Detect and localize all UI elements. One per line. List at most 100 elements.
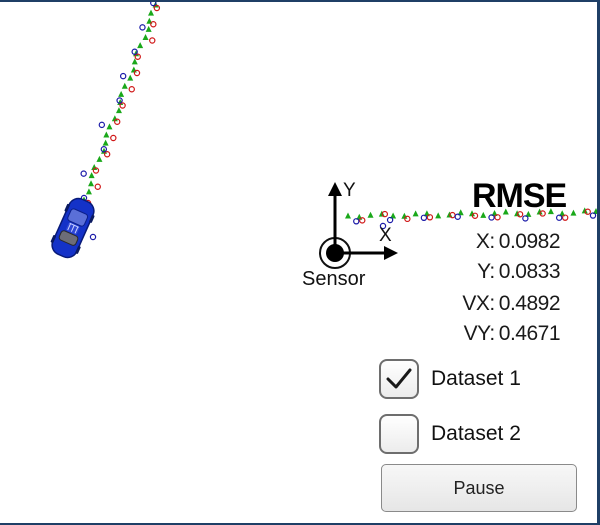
- sensor-label: Sensor: [302, 268, 366, 290]
- radar-marker: [80, 170, 87, 177]
- radar-marker: [522, 215, 529, 222]
- estimate-marker: [88, 172, 95, 179]
- estimate-marker: [118, 90, 125, 97]
- dataset-2-checkbox[interactable]: [379, 414, 419, 454]
- estimate-marker: [85, 188, 92, 195]
- estimate-marker: [102, 139, 109, 146]
- lidar-marker: [404, 215, 411, 223]
- estimate-marker: [581, 207, 588, 214]
- estimate-marker: [345, 212, 351, 219]
- radar-marker: [116, 97, 123, 104]
- rmse-title: RMSE: [472, 177, 567, 215]
- lidar-marker: [471, 212, 479, 219]
- estimate-marker: [547, 208, 554, 215]
- estimate-marker: [435, 212, 442, 219]
- lidar-marker: [128, 86, 135, 93]
- estimate-marker: [148, 9, 155, 16]
- trajectory-markers: [80, 0, 599, 241]
- radar-marker: [98, 121, 106, 129]
- lidar-marker: [381, 210, 389, 218]
- estimate-marker: [127, 74, 134, 81]
- pause-button[interactable]: Pause: [381, 464, 577, 512]
- radar-marker: [420, 214, 428, 222]
- estimate-marker: [115, 107, 122, 114]
- estimate-marker: [131, 58, 138, 65]
- radar-marker: [119, 72, 127, 80]
- estimate-marker: [480, 211, 487, 218]
- dataset-1-toggle[interactable]: Dataset 1: [379, 357, 521, 401]
- dataset-1-label: Dataset 1: [431, 367, 521, 390]
- lidar-marker: [149, 37, 156, 44]
- estimate-marker: [130, 66, 137, 73]
- rmse-row-x: X: 0.0982: [440, 229, 561, 255]
- lidar-marker: [561, 214, 569, 221]
- radar-marker: [386, 216, 394, 224]
- estimate-marker: [390, 212, 397, 219]
- lidar-marker: [114, 118, 121, 125]
- radar-marker: [131, 48, 138, 55]
- radar-marker: [488, 214, 495, 221]
- rmse-value: 0.0982: [498, 230, 561, 253]
- y-axis-arrow-icon: [328, 182, 342, 253]
- estimate-marker: [457, 209, 464, 216]
- lidar-marker: [150, 21, 157, 28]
- estimate-marker: [502, 208, 509, 215]
- lidar-marker: [103, 151, 111, 158]
- rmse-label: VX:: [462, 292, 495, 315]
- estimate-marker: [570, 209, 577, 216]
- estimate-marker: [145, 25, 152, 32]
- car-icon: [50, 197, 95, 259]
- lidar-marker: [133, 69, 141, 77]
- dataset-2-toggle[interactable]: Dataset 2: [379, 412, 521, 456]
- estimate-marker: [536, 208, 543, 215]
- x-axis-arrow-icon: [335, 246, 398, 260]
- rmse-label: Y:: [477, 260, 495, 283]
- lidar-marker: [153, 4, 161, 12]
- lidar-marker: [119, 102, 126, 109]
- rmse-value: 0.4671: [498, 322, 561, 345]
- radar-marker: [89, 233, 97, 241]
- estimate-marker: [121, 82, 128, 89]
- estimate-marker: [96, 155, 103, 162]
- radar-marker: [379, 222, 387, 230]
- radar-marker: [589, 212, 597, 219]
- estimate-marker: [137, 42, 144, 49]
- estimate-marker: [559, 210, 566, 217]
- estimate-marker: [367, 211, 374, 218]
- radar-marker: [100, 146, 108, 153]
- window-border-top: [0, 0, 600, 2]
- radar-marker: [454, 213, 461, 220]
- lidar-marker: [516, 211, 524, 218]
- estimate-marker: [469, 210, 475, 217]
- y-axis-label: Y: [343, 180, 356, 201]
- window-border-right: [597, 0, 600, 525]
- lidar-marker: [92, 167, 100, 174]
- lidar-marker: [110, 134, 117, 142]
- lidar-marker: [359, 217, 366, 224]
- radar-marker: [555, 214, 563, 221]
- radar-marker: [139, 24, 146, 31]
- x-axis-label: X: [379, 225, 392, 246]
- rmse-label: X:: [475, 230, 495, 253]
- lidar-marker: [134, 53, 141, 60]
- rmse-row-y: Y: 0.0833: [440, 259, 560, 285]
- radar-marker: [353, 218, 360, 225]
- lidar-marker: [494, 214, 501, 221]
- lidar-marker: [426, 214, 434, 221]
- window-border-bottom: [0, 523, 600, 525]
- rmse-row-vy: VY: 0.4671: [440, 321, 561, 347]
- estimate-marker: [142, 34, 149, 40]
- estimate-marker: [106, 123, 113, 130]
- rmse-label: VY:: [463, 322, 496, 345]
- dataset-2-label: Dataset 2: [431, 422, 521, 445]
- rmse-value: 0.0833: [498, 260, 561, 283]
- lidar-marker: [94, 183, 101, 190]
- checkmark-icon: [386, 368, 412, 389]
- estimate-marker: [525, 210, 532, 217]
- rmse-value: 0.4892: [498, 292, 561, 315]
- estimate-marker: [412, 210, 419, 217]
- estimate-marker: [88, 180, 95, 187]
- dataset-1-checkbox[interactable]: [379, 359, 419, 399]
